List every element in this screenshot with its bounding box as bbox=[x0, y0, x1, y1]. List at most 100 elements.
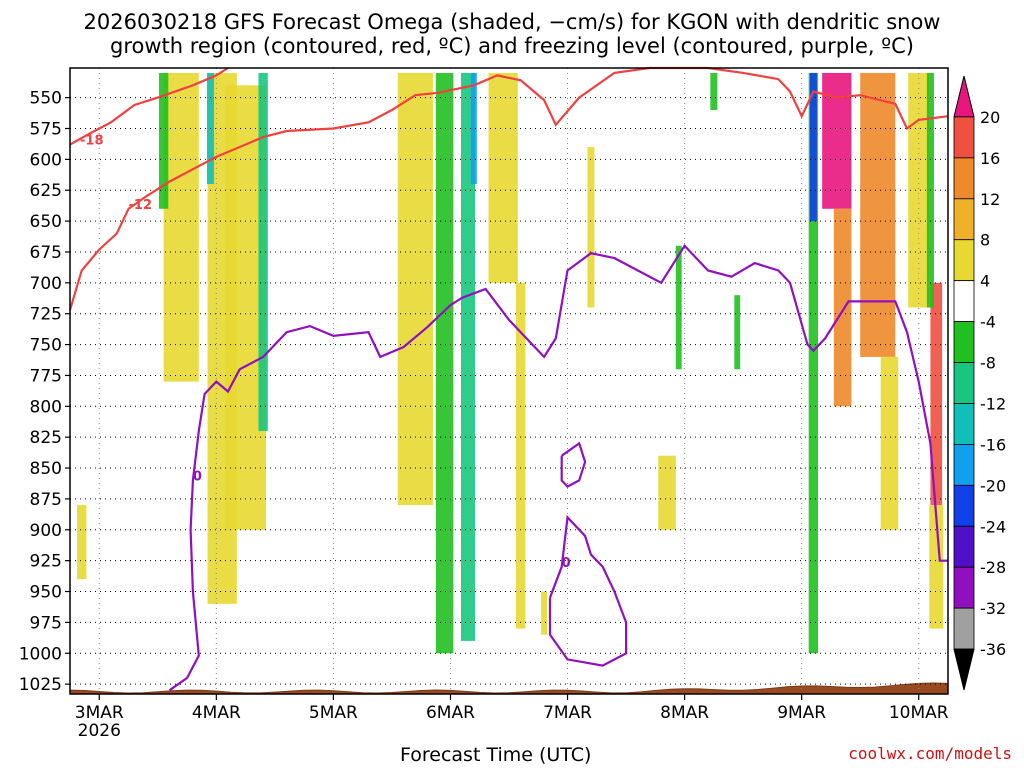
omega-patch bbox=[541, 591, 548, 635]
colorbar-label: -32 bbox=[980, 599, 1006, 618]
plot-frame bbox=[69, 67, 949, 695]
colorbar-bin bbox=[953, 321, 975, 363]
freezing-contour bbox=[548, 514, 628, 667]
colorbar-label: 16 bbox=[980, 149, 1000, 168]
colorbar: 20 16 12 8 4 -4 -8 -12 -16 -20 -24 -28 -32 -36 bbox=[953, 75, 1006, 691]
y-tick-label: 825 bbox=[30, 428, 62, 448]
y-tick-label: 925 bbox=[30, 552, 62, 572]
x-tick-label: 3MAR bbox=[75, 703, 124, 723]
colorbar-bin bbox=[953, 403, 975, 445]
x-year-label: 2026 bbox=[78, 721, 121, 741]
dgz-contour bbox=[68, 66, 949, 311]
y-tick-label: 700 bbox=[30, 274, 62, 294]
omega-patch bbox=[808, 72, 819, 654]
colorbar-bin bbox=[953, 566, 975, 609]
omega-patch bbox=[929, 505, 944, 629]
y-tick-label: 800 bbox=[30, 397, 62, 417]
omega-patch bbox=[734, 295, 741, 370]
terrain-ground bbox=[69, 682, 949, 695]
omega-shading bbox=[77, 72, 944, 654]
x-tick-label: 8MAR bbox=[660, 703, 709, 723]
colorbar-label: -4 bbox=[980, 313, 996, 332]
site-credit: coolwx.com/models bbox=[848, 744, 1012, 763]
omega-patch bbox=[833, 208, 852, 407]
omega-patch bbox=[908, 72, 930, 308]
colorbar-top-triangle bbox=[953, 75, 975, 118]
y-tick-label: 600 bbox=[30, 150, 62, 170]
omega-patch bbox=[809, 72, 817, 222]
colorbar-label: -16 bbox=[980, 435, 1006, 454]
omega-patch bbox=[822, 72, 852, 209]
colorbar-bin bbox=[953, 239, 975, 282]
axes: 550 575 600 625 650 675 700 725 750 775 800 825 850 8… bbox=[19, 67, 949, 741]
y-tick-label: 575 bbox=[30, 120, 62, 140]
colorbar-label: 20 bbox=[980, 108, 1000, 127]
colorbar-bin bbox=[953, 198, 975, 241]
omega-patch bbox=[158, 72, 169, 209]
y-tick-label: 900 bbox=[30, 521, 62, 541]
y-tick-label: 625 bbox=[30, 181, 62, 201]
x-tick-label: 5MAR bbox=[309, 703, 358, 723]
chart-title-line1: 2026030218 GFS Forecast Omega (shaded, −… bbox=[83, 10, 941, 34]
contour-lines: -18 -12 0 0 bbox=[68, 66, 949, 692]
x-axis-title: Forecast Time (UTC) bbox=[400, 744, 592, 766]
colorbar-bin bbox=[953, 362, 975, 404]
y-tick-label: 875 bbox=[30, 490, 62, 510]
colorbar-bin bbox=[953, 525, 975, 568]
omega-patch bbox=[461, 72, 476, 641]
freezing-contour bbox=[560, 441, 587, 488]
omega-patch bbox=[880, 356, 899, 530]
colorbar-label: -28 bbox=[980, 558, 1006, 577]
colorbar-bin bbox=[953, 443, 975, 486]
colorbar-label: -8 bbox=[980, 354, 996, 373]
x-tick-label: 7MAR bbox=[543, 703, 592, 723]
omega-patch bbox=[470, 72, 477, 185]
y-tick-label: 1000 bbox=[19, 644, 62, 664]
omega-patch bbox=[675, 245, 682, 370]
colorbar-bin bbox=[953, 116, 975, 159]
terrain-fill bbox=[69, 682, 949, 695]
y-tick-label: 550 bbox=[30, 89, 62, 109]
x-tick-label: 10MAR bbox=[889, 703, 949, 723]
y-tick-label: 775 bbox=[30, 366, 62, 386]
colorbar-bin bbox=[953, 607, 975, 650]
omega-patch bbox=[258, 72, 268, 432]
y-tick-label: 975 bbox=[30, 613, 62, 633]
chart-title-line2: growth region (contoured, red, ºC) and f… bbox=[110, 34, 914, 58]
colorbar-label: -36 bbox=[980, 640, 1006, 659]
omega-patch bbox=[397, 72, 433, 506]
dgz-contour bbox=[69, 67, 229, 146]
freezing-contour-label: 0 bbox=[562, 556, 571, 571]
colorbar-label: 4 bbox=[980, 272, 990, 291]
y-tick-label: 650 bbox=[30, 212, 62, 232]
colorbar-label: 8 bbox=[980, 231, 990, 250]
omega-patch bbox=[587, 147, 595, 308]
y-tick-label: 850 bbox=[30, 459, 62, 479]
y-tick-label: 750 bbox=[30, 336, 62, 356]
freezing-contour-label: 0 bbox=[193, 469, 202, 484]
omega-patch bbox=[435, 72, 454, 654]
colorbar-bin bbox=[953, 484, 975, 527]
colorbar-bin bbox=[953, 280, 975, 322]
colorbar-label: -20 bbox=[980, 476, 1006, 495]
x-tick-label: 6MAR bbox=[426, 703, 475, 723]
omega-patch bbox=[77, 505, 87, 580]
colorbar-label: -12 bbox=[980, 394, 1006, 413]
y-tick-label: 675 bbox=[30, 243, 62, 263]
x-tick-label: 9MAR bbox=[777, 703, 826, 723]
dgz-contour-label: -12 bbox=[129, 198, 153, 213]
colorbar-label: 12 bbox=[980, 190, 1000, 209]
omega-patch bbox=[516, 282, 526, 629]
omega-patch bbox=[710, 72, 718, 110]
omega-patch bbox=[163, 72, 199, 382]
colorbar-label: -24 bbox=[980, 517, 1006, 536]
omega-patch bbox=[930, 282, 943, 506]
omega-patch bbox=[488, 72, 518, 283]
freezing-contour bbox=[168, 244, 948, 692]
y-tick-label: 725 bbox=[30, 305, 62, 325]
y-tick-label: 950 bbox=[30, 583, 62, 603]
x-tick-label: 4MAR bbox=[192, 703, 241, 723]
colorbar-bottom-triangle bbox=[953, 648, 975, 691]
omega-patch bbox=[658, 455, 676, 530]
